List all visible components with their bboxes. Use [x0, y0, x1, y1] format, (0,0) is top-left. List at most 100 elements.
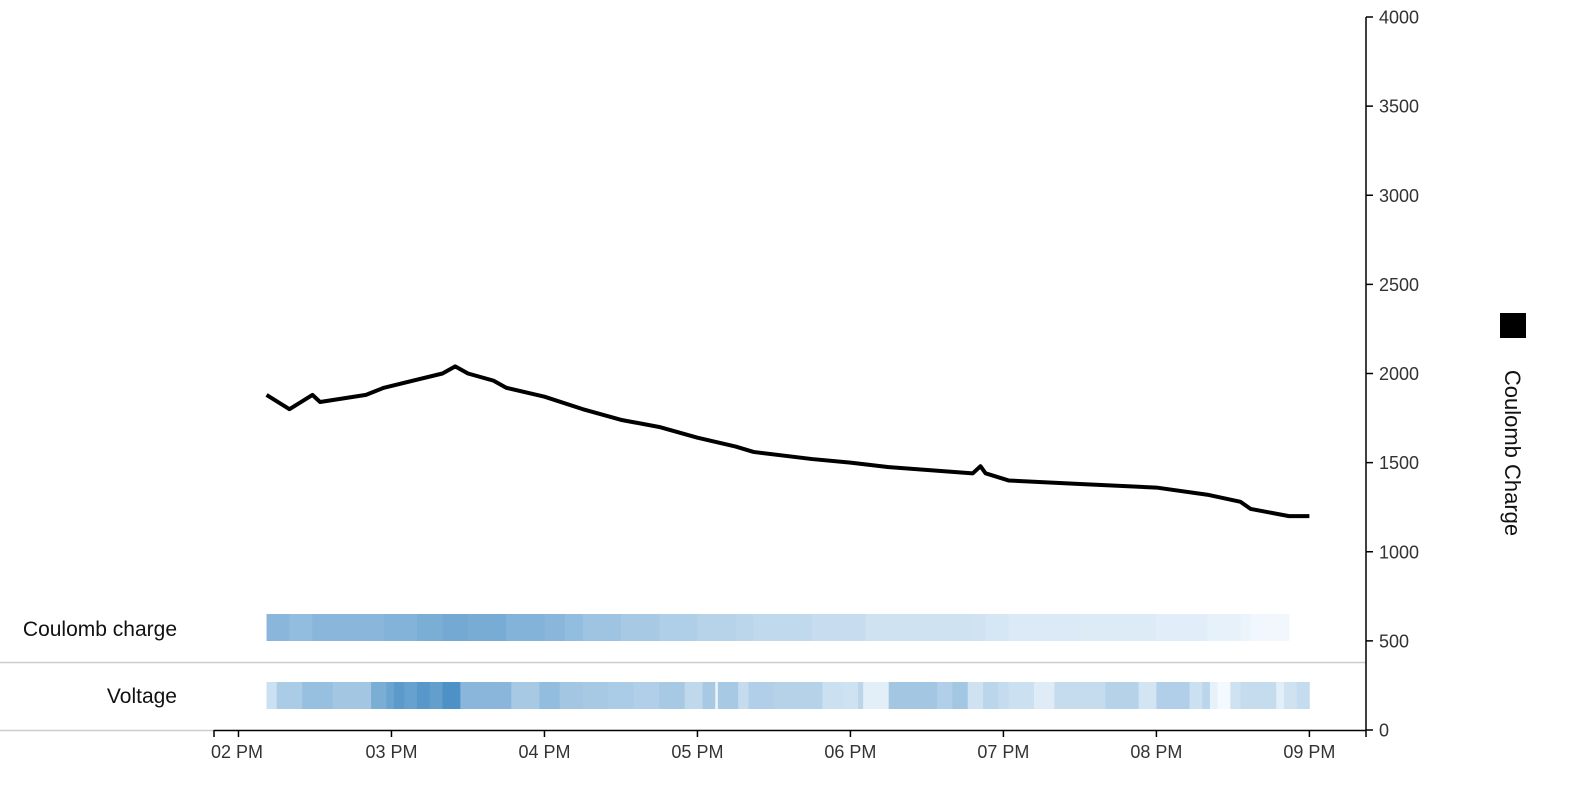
- y-tick-label-500: 500: [1379, 631, 1409, 651]
- band-cell-voltage-26: [822, 682, 844, 709]
- band-cell-voltage-47: [1240, 682, 1277, 709]
- band-cell-voltage-29: [863, 682, 890, 709]
- band-label-voltage: Voltage: [107, 685, 177, 708]
- x-tick-label-5: 07 PM: [977, 742, 1029, 762]
- legend-swatch-coulomb-charge: [1500, 313, 1526, 338]
- band-cell-coulomb-charge-23: [1156, 614, 1208, 641]
- band-cell-voltage-33: [967, 682, 984, 709]
- band-cell-voltage-23: [738, 682, 749, 709]
- band-cell-voltage-38: [1054, 682, 1106, 709]
- band-cell-voltage-5: [386, 682, 395, 709]
- band-cell-coulomb-charge-19: [972, 614, 986, 641]
- band-cell-coulomb-charge-17: [812, 614, 867, 641]
- y-tick-label-1500: 1500: [1379, 453, 1419, 473]
- band-cell-voltage-44: [1209, 682, 1218, 709]
- band-cell-voltage-11: [460, 682, 512, 709]
- x-tick-label-2: 04 PM: [518, 742, 570, 762]
- band-cell-coulomb-charge-20: [985, 614, 1009, 641]
- band-cell-coulomb-charge-0: [266, 614, 290, 641]
- x-tick-label-0: 02 PM: [211, 742, 263, 762]
- band-cell-voltage-31: [937, 682, 953, 709]
- band-cell-coulomb-charge-11: [582, 614, 622, 641]
- band-cell-voltage-7: [404, 682, 418, 709]
- band-cell-voltage-24: [748, 682, 775, 709]
- band-cell-coulomb-charge-14: [697, 614, 737, 641]
- x-tick-label-6: 08 PM: [1130, 742, 1182, 762]
- y-axis: 0 500 1000 1500 2000 2500 3000 3500 4000: [1365, 8, 1419, 741]
- band-cell-voltage-27: [842, 682, 859, 709]
- band-cell-coulomb-charge-4: [383, 614, 418, 641]
- band-cell-coulomb-charge-3: [365, 614, 385, 641]
- band-cell-coulomb-charge-25: [1240, 614, 1252, 641]
- band-cell-voltage-10: [442, 682, 461, 709]
- band-cell-coulomb-charge-6: [442, 614, 469, 641]
- heatmap-bands: [266, 614, 1310, 709]
- y-tick-label-3500: 3500: [1379, 97, 1419, 117]
- y-tick-label-0: 0: [1379, 721, 1389, 741]
- x-tick-label-7: 09 PM: [1283, 742, 1335, 762]
- band-cell-voltage-16: [608, 682, 635, 709]
- band-cell-voltage-2: [302, 682, 334, 709]
- band-cell-voltage-34: [983, 682, 999, 709]
- band-cell-voltage-32: [952, 682, 969, 709]
- x-tick-label-1: 03 PM: [365, 742, 417, 762]
- band-cell-coulomb-charge-8: [506, 614, 545, 641]
- band-cell-coulomb-charge-5: [416, 614, 443, 641]
- band-cell-coulomb-charge-16: [753, 614, 813, 641]
- band-cell-coulomb-charge-18: [865, 614, 974, 641]
- y-tick-label-4000: 4000: [1379, 8, 1419, 28]
- band-cell-voltage-20: [702, 682, 716, 709]
- band-cell-voltage-0: [266, 682, 278, 709]
- band-cell-coulomb-charge-9: [544, 614, 566, 641]
- band-cell-voltage-14: [559, 682, 584, 709]
- band-cell-voltage-30: [888, 682, 938, 709]
- y-tick-label-3000: 3000: [1379, 186, 1419, 206]
- band-cell-voltage-28: [858, 682, 864, 709]
- band-cell-coulomb-charge-12: [620, 614, 660, 641]
- band-cell-voltage-4: [371, 682, 387, 709]
- band-cell-voltage-6: [394, 682, 405, 709]
- band-cell-voltage-15: [582, 682, 609, 709]
- band-cell-coulomb-charge-21: [1008, 614, 1081, 641]
- band-cell-coulomb-charge-7: [467, 614, 507, 641]
- band-cell-voltage-39: [1105, 682, 1139, 709]
- band-cell-voltage-8: [416, 682, 431, 709]
- y-axis-title: Coulomb Charge: [1500, 370, 1525, 536]
- x-axis: 02 PM 03 PM 04 PM 05 PM 06 PM 07 PM 08 PM 09 PM: [211, 729, 1367, 762]
- band-cell-voltage-50: [1296, 682, 1310, 709]
- band-cell-voltage-37: [1034, 682, 1055, 709]
- band-cell-voltage-48: [1276, 682, 1285, 709]
- band-cell-coulomb-charge-15: [735, 614, 754, 641]
- band-cell-coulomb-charge-24: [1207, 614, 1241, 641]
- band-cell-coulomb-charge-26: [1250, 614, 1290, 641]
- band-cell-voltage-19: [684, 682, 703, 709]
- band-label-coulomb-charge: Coulomb charge: [23, 618, 177, 641]
- series-line-coulomb-charge: [265, 364, 1310, 519]
- band-cell-voltage-18: [659, 682, 686, 709]
- band-cell-voltage-43: [1202, 682, 1211, 709]
- band-cell-voltage-12: [511, 682, 540, 709]
- band-cell-voltage-49: [1283, 682, 1298, 709]
- band-cell-voltage-9: [429, 682, 443, 709]
- band-cell-voltage-35: [998, 682, 1009, 709]
- band-cell-coulomb-charge-1: [289, 614, 313, 641]
- band-cell-voltage-21: [715, 682, 719, 709]
- band-cell-voltage-17: [633, 682, 660, 709]
- band-cell-voltage-36: [1008, 682, 1035, 709]
- band-cell-voltage-46: [1230, 682, 1241, 709]
- band-cell-voltage-22: [717, 682, 739, 709]
- y-tick-label-1000: 1000: [1379, 542, 1419, 562]
- band-cell-voltage-45: [1217, 682, 1231, 709]
- band-cell-voltage-1: [276, 682, 303, 709]
- band-cell-voltage-41: [1156, 682, 1190, 709]
- band-cell-coulomb-charge-10: [564, 614, 584, 641]
- band-cell-coulomb-charge-2: [312, 614, 367, 641]
- band-cell-voltage-13: [539, 682, 561, 709]
- band-cell-voltage-42: [1189, 682, 1203, 709]
- y-tick-label-2500: 2500: [1379, 275, 1419, 295]
- y-tick-label-2000: 2000: [1379, 364, 1419, 384]
- x-tick-label-4: 06 PM: [824, 742, 876, 762]
- band-cell-coulomb-charge-13: [659, 614, 698, 641]
- x-tick-label-3: 05 PM: [671, 742, 723, 762]
